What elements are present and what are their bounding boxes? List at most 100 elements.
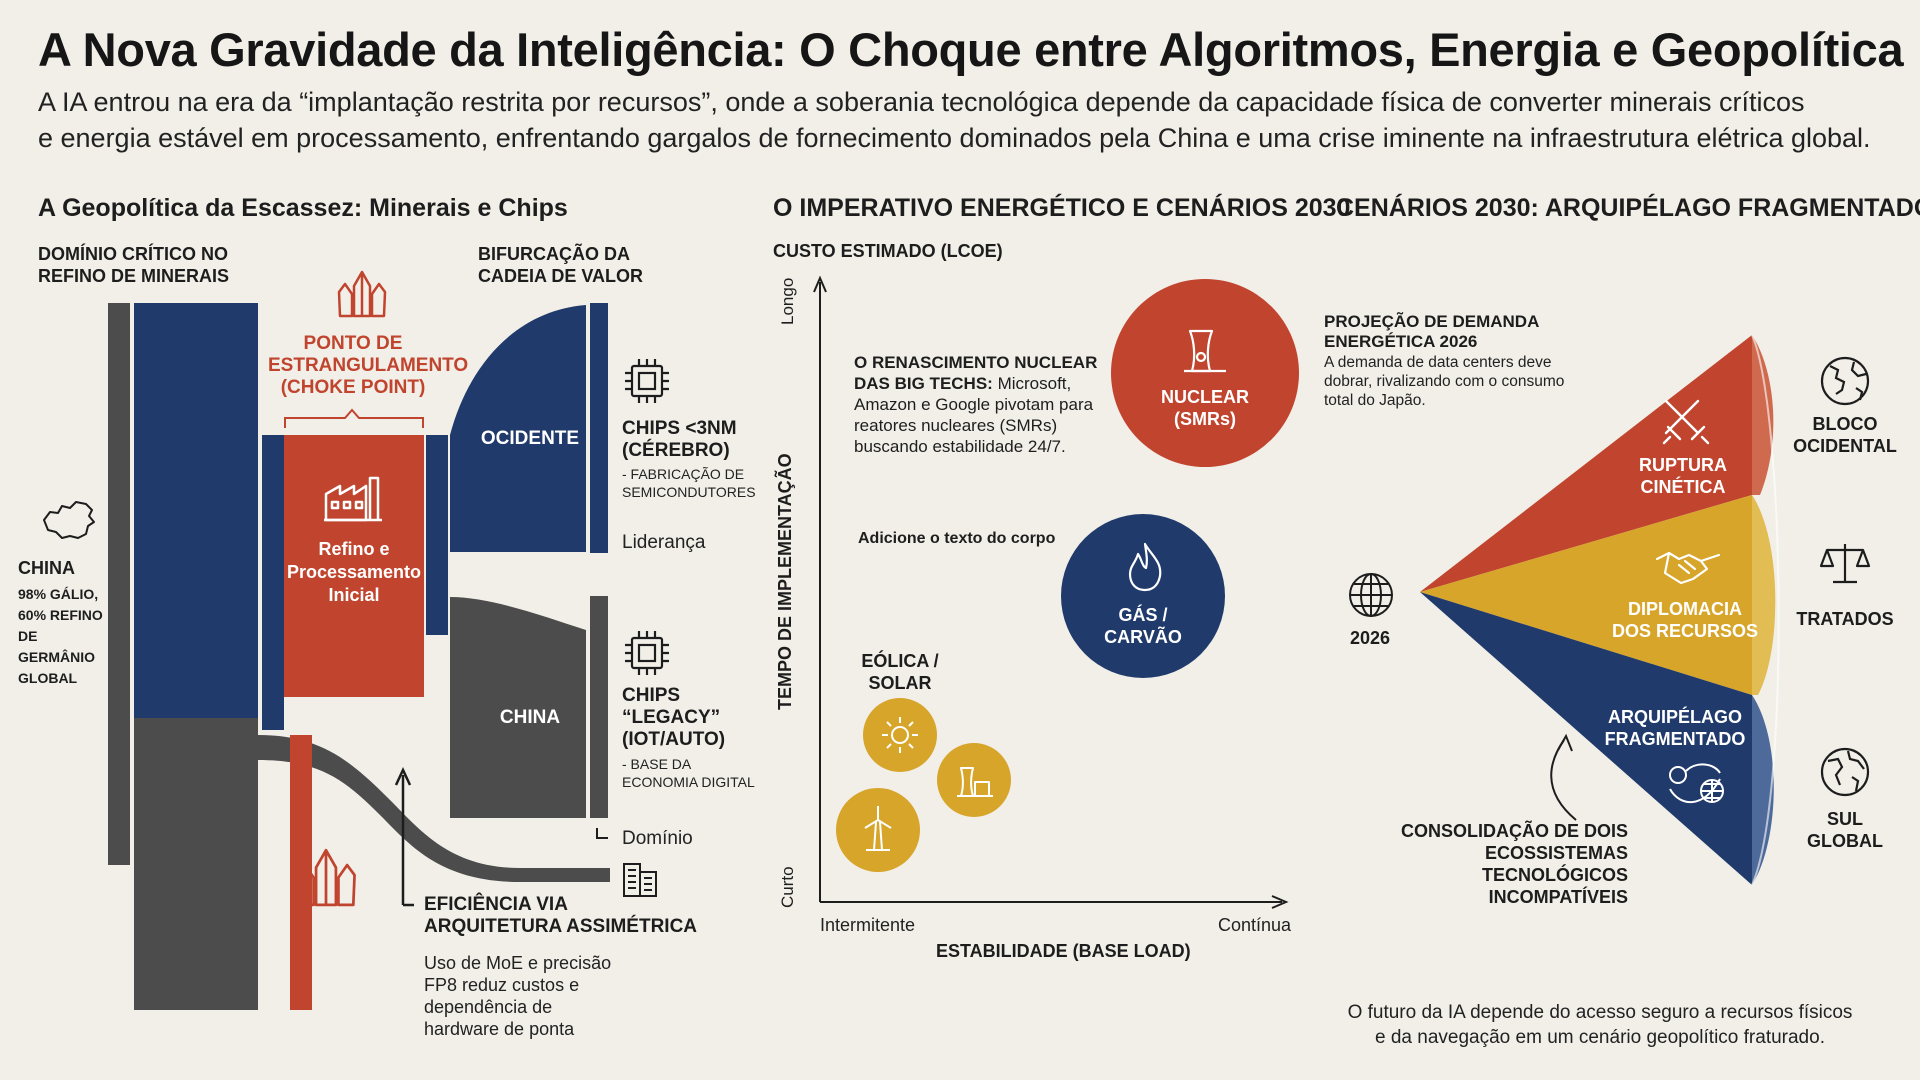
minerals-column-title: DOMÍNIO CRÍTICO NO REFINO DE MINERAIS — [38, 243, 229, 287]
factory-icon — [324, 476, 382, 522]
scenario-cone-diagram — [1420, 334, 1780, 886]
gas-bubble-line-2: CARVÃO — [1104, 627, 1182, 647]
china-label: CHINA — [18, 558, 75, 578]
west-flow-label: OCIDENTE — [480, 428, 580, 449]
demand-projection-title: PROJEÇÃO DE DEMANDA ENERGÉTICA 2026 — [1324, 312, 1539, 352]
chip-icon — [625, 631, 669, 675]
rupture-line-1: RUPTURA — [1639, 455, 1727, 475]
choke-point-label: PONTO DE ESTRANGULAMENTO (CHOKE POINT) — [268, 333, 468, 399]
chips-advanced-desc-line-1: - FABRICAÇÃO DE — [622, 466, 745, 482]
value-chain-title-line-1: BIFURCAÇÃO DA — [478, 244, 630, 264]
choke-line-1: PONTO DE — [303, 333, 403, 354]
china-desc-line: 60% REFINO — [18, 607, 103, 623]
archipelago-line-2: FRAGMENTADO — [1604, 729, 1746, 749]
x-axis-title: ESTABILIDADE (BASE LOAD) — [936, 941, 1191, 961]
china-flow-label: CHINA — [499, 707, 561, 728]
renewables-label: EÓLICA / SOLAR — [850, 650, 950, 694]
flame-icon — [1128, 542, 1162, 592]
efficiency-title-line-2: ARQUITETURA ASSIMÉTRICA — [424, 916, 698, 937]
archipelago-label: ARQUIPÉLAGO FRAGMENTADO — [1580, 706, 1770, 750]
efficiency-desc-line: Uso de MoE e precisão — [424, 953, 612, 973]
rupture-line-2: CINÉTICA — [1640, 477, 1726, 497]
demand-desc-line: A demanda de data centers deve — [1324, 354, 1552, 371]
efficiency-desc-line: hardware de ponta — [424, 1019, 575, 1039]
archipelago-line-1: ARQUIPÉLAGO — [1607, 707, 1742, 727]
sun-icon — [882, 717, 918, 753]
efficiency-title-line-1: EFICIÊNCIA VIA — [424, 894, 568, 915]
refining-block — [284, 435, 424, 697]
diplomacy-label: DIPLOMACIA DOS RECURSOS — [1590, 598, 1780, 642]
globe-icon — [1349, 573, 1393, 617]
chips-advanced-desc: - FABRICAÇÃO DE SEMICONDUTORES — [622, 465, 756, 501]
x-axis-high-label: Contínua — [1218, 915, 1292, 935]
choke-bracket — [284, 408, 424, 428]
leadership-label: Liderança — [622, 532, 706, 553]
consolidation-line: ECOSSISTEMAS TECNOLÓGICOS — [1481, 843, 1628, 885]
nuclear-callout-body-4: buscando estabilidade 24/7. — [854, 437, 1066, 456]
efficiency-description: Uso de MoE e precisão FP8 reduz custos e… — [424, 952, 611, 1040]
demand-title-line-1: PROJEÇÃO DE DEMANDA — [1324, 312, 1540, 331]
processing-bar-left — [262, 435, 284, 730]
placeholder-text: Adicione o texto do corpo — [858, 530, 1056, 547]
crystal-icon — [337, 270, 387, 318]
chips-advanced-line-1: CHIPS <3NM — [622, 418, 737, 439]
scales-icon — [1819, 544, 1871, 584]
nuclear-bubble-line-1: NUCLEAR — [1161, 387, 1249, 407]
refining-line-1: Refino e — [318, 539, 390, 559]
efficiency-desc-line: FP8 reduz custos e — [424, 975, 580, 995]
consolidation-label: CONSOLIDAÇÃO DE DOIS ECOSSISTEMAS TECNOL… — [1340, 820, 1628, 908]
western-bloc-line-2: OCIDENTAL — [1793, 436, 1897, 456]
swords-icon — [1662, 399, 1710, 445]
china-map-icon — [43, 501, 95, 539]
crystal-icon — [296, 848, 356, 907]
demand-desc-line: total do Japão. — [1324, 392, 1426, 409]
gas-bubble-line-1: GÁS / — [1118, 605, 1168, 625]
year-label: 2026 — [1350, 628, 1391, 648]
right-section-heading: CENÁRIOS 2030: ARQUIPÉLAGO FRAGMENTADO — [1336, 194, 1920, 222]
china-desc-line: DE — [18, 628, 38, 644]
chips-advanced-desc-line-2: SEMICONDUTORES — [622, 484, 756, 500]
y-axis-low-label: Curto — [778, 866, 797, 908]
china-end-bar — [590, 596, 608, 818]
x-axis-low-label: Intermitente — [820, 915, 916, 935]
left-section-heading: A Geopolítica da Escassez: Minerais e Ch… — [38, 194, 568, 222]
y-axis-title: TEMPO DE IMPLEMENTAÇÃO — [775, 453, 795, 710]
consolidation-line: INCOMPATÍVEIS — [1488, 887, 1628, 907]
gas-coal-bubble — [1061, 514, 1225, 678]
western-bloc-line-1: BLOCO — [1812, 414, 1878, 434]
minerals-title-line-1: DOMÍNIO CRÍTICO NO — [38, 244, 228, 264]
subtitle-line-1: A IA entrou na era da “implantação restr… — [38, 87, 1805, 117]
refining-line-3: Inicial — [328, 585, 380, 605]
efficiency-title: EFICIÊNCIA VIA ARQUITETURA ASSIMÉTRICA — [424, 894, 697, 938]
nuclear-plant-icon — [1184, 329, 1226, 373]
chips-legacy-line-3: (IOT/AUTO) — [622, 729, 726, 750]
efficiency-desc-line: dependência de — [424, 997, 553, 1017]
nuclear-callout-title-2: DAS BIG TECHS: — [854, 374, 993, 393]
renewables-line-2: SOLAR — [868, 673, 932, 693]
chips-legacy-desc-line-2: ECONOMIA DIGITAL — [622, 774, 755, 790]
global-south-label: SUL GLOBAL — [1790, 808, 1900, 852]
demand-title-line-2: ENERGÉTICA 2026 — [1324, 332, 1478, 351]
china-desc-line: 98% GÁLIO, — [18, 586, 99, 602]
renewables-line-1: EÓLICA / — [861, 651, 939, 671]
total-supply-bar — [108, 303, 130, 865]
network-globe-icon — [1669, 763, 1724, 804]
globe-icon — [1820, 747, 1870, 797]
gas-bubble-label: GÁS / CARVÃO — [1063, 604, 1223, 648]
refining-label: Refino e Processamento Inicial — [284, 538, 424, 607]
refining-line-2: Processamento — [286, 562, 422, 582]
chips-advanced-line-2: (CÉREBRO) — [622, 440, 730, 461]
page-title: A Nova Gravidade da Inteligência: O Choq… — [38, 23, 1904, 76]
choke-line-3: (CHOKE POINT) — [280, 377, 426, 398]
nuclear-callout-body-1: Microsoft, — [992, 374, 1072, 393]
china-desc-line: GERMÂNIO — [18, 649, 95, 665]
chips-legacy-line-1: CHIPS — [622, 685, 681, 706]
wind-bubble — [836, 788, 920, 872]
china-chain-flow — [450, 597, 586, 818]
handshake-icon — [1655, 551, 1721, 585]
global-south-line-2: GLOBAL — [1807, 831, 1883, 851]
value-chain-column-title: BIFURCAÇÃO DA CADEIA DE VALOR — [478, 243, 643, 287]
globe-icon — [1820, 356, 1870, 406]
page-subtitle: A IA entrou na era da “implantação restr… — [38, 84, 1898, 156]
diplomacy-segment — [1420, 495, 1752, 695]
